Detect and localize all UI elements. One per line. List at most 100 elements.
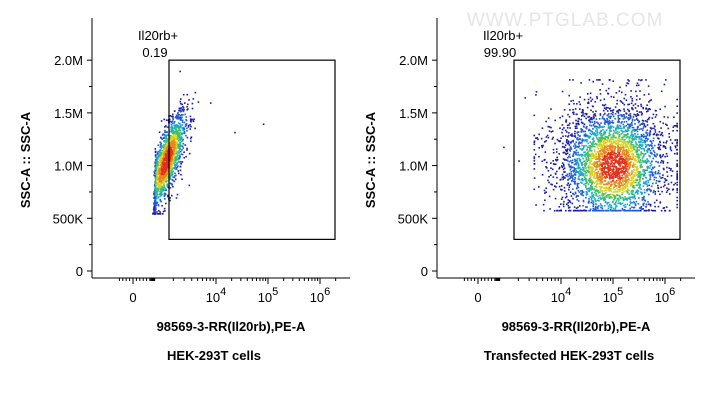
cell-event-dot xyxy=(623,149,626,152)
cell-event-dot xyxy=(659,120,662,123)
cell-event-dot xyxy=(581,148,584,150)
cell-event-dot xyxy=(672,188,675,190)
cell-event-dot xyxy=(627,143,630,145)
cell-event-dot xyxy=(592,124,595,127)
cell-event-dot xyxy=(599,176,602,178)
cell-event-dot xyxy=(161,152,164,155)
cell-event-dot xyxy=(614,206,617,209)
cell-event-dot xyxy=(630,116,632,118)
cell-event-dot xyxy=(648,108,650,110)
cell-event-dot xyxy=(187,126,190,128)
cell-event-dot xyxy=(165,156,168,159)
cell-event-dot xyxy=(171,140,173,143)
cell-event-dot xyxy=(602,152,605,154)
cell-event-dot xyxy=(574,168,577,170)
cell-event-dot xyxy=(606,174,608,176)
cell-event-dot xyxy=(609,206,612,208)
cell-event-dot xyxy=(616,190,618,193)
cell-event-dot xyxy=(637,136,639,138)
cell-event-dot xyxy=(598,142,601,144)
gate-rectangle[interactable] xyxy=(513,59,681,240)
cell-event-dot xyxy=(623,159,626,162)
cell-event-dot xyxy=(607,205,610,207)
cell-event-dot xyxy=(603,187,606,190)
cell-event-dot xyxy=(622,102,624,104)
cell-event-dot xyxy=(594,134,596,136)
cell-event-dot xyxy=(601,144,604,147)
cell-event-dot xyxy=(661,155,664,158)
cell-event-dot xyxy=(538,133,540,136)
cell-event-dot xyxy=(575,163,578,166)
cell-event-dot xyxy=(544,158,546,161)
cell-event-dot xyxy=(533,134,536,137)
cell-event-dot xyxy=(558,185,561,188)
cell-event-dot xyxy=(595,203,598,206)
cell-event-dot xyxy=(568,153,571,156)
cell-event-dot xyxy=(581,139,584,142)
cell-event-dot xyxy=(571,140,573,143)
cell-event-dot xyxy=(612,157,614,159)
cell-event-dot xyxy=(181,145,184,147)
cell-event-dot xyxy=(575,162,578,165)
cell-event-dot xyxy=(638,141,640,144)
cell-event-dot xyxy=(605,150,607,153)
cell-event-dot xyxy=(642,147,644,150)
cell-event-dot xyxy=(171,130,173,132)
cell-event-dot xyxy=(627,103,629,106)
cell-event-dot xyxy=(636,119,639,121)
cell-event-dot xyxy=(579,169,581,172)
cell-event-dot xyxy=(641,145,643,147)
cell-event-dot xyxy=(654,109,657,112)
cell-event-dot xyxy=(637,126,639,128)
cell-event-dot xyxy=(582,199,585,202)
x-tick-label: 106 xyxy=(655,286,676,305)
cell-event-dot xyxy=(643,141,646,144)
cell-event-dot xyxy=(163,140,165,143)
gate-rectangle[interactable] xyxy=(168,59,336,240)
cell-event-dot xyxy=(572,166,574,168)
cell-event-dot xyxy=(584,170,587,173)
cell-event-dot xyxy=(598,118,601,120)
cell-event-dot xyxy=(615,92,618,94)
cell-event-dot xyxy=(160,151,163,154)
cell-event-dot xyxy=(629,147,632,149)
cell-event-dot xyxy=(164,176,166,179)
cell-event-dot xyxy=(636,179,638,182)
cell-event-dot xyxy=(604,151,606,154)
cell-event-dot xyxy=(590,157,592,160)
cell-event-dot xyxy=(657,172,659,175)
cell-event-dot xyxy=(615,167,617,170)
cell-event-dot xyxy=(565,140,568,142)
cell-event-dot xyxy=(611,146,613,148)
cell-event-dot xyxy=(620,143,622,145)
cell-event-dot xyxy=(666,124,668,126)
cell-event-dot xyxy=(176,130,179,133)
cell-event-dot xyxy=(166,174,169,177)
cell-event-dot xyxy=(589,209,591,212)
cell-event-dot xyxy=(616,110,619,112)
cell-event-dot xyxy=(164,170,167,172)
cell-event-dot xyxy=(155,177,158,179)
cell-event-dot xyxy=(637,209,639,212)
cell-event-dot xyxy=(588,119,591,121)
cell-event-dot xyxy=(185,155,187,158)
cell-event-dot xyxy=(626,130,628,133)
cell-event-dot xyxy=(609,117,612,119)
cell-event-dot xyxy=(587,93,589,95)
cell-event-dot xyxy=(535,94,537,96)
cell-event-dot xyxy=(603,162,605,165)
cell-event-dot xyxy=(602,139,604,142)
cell-event-dot xyxy=(617,149,619,151)
cell-event-dot xyxy=(167,195,169,198)
cell-event-dot xyxy=(182,132,185,134)
cell-event-dot xyxy=(599,114,602,116)
cell-event-dot xyxy=(567,202,569,204)
cell-event-dot xyxy=(654,116,657,118)
cell-event-dot xyxy=(613,158,616,160)
cell-event-dot xyxy=(174,164,176,167)
cell-event-dot xyxy=(613,163,616,165)
cell-event-dot xyxy=(627,118,630,121)
cell-event-dot xyxy=(631,118,634,121)
cell-event-dot xyxy=(620,209,622,212)
cell-event-dot xyxy=(593,154,596,157)
